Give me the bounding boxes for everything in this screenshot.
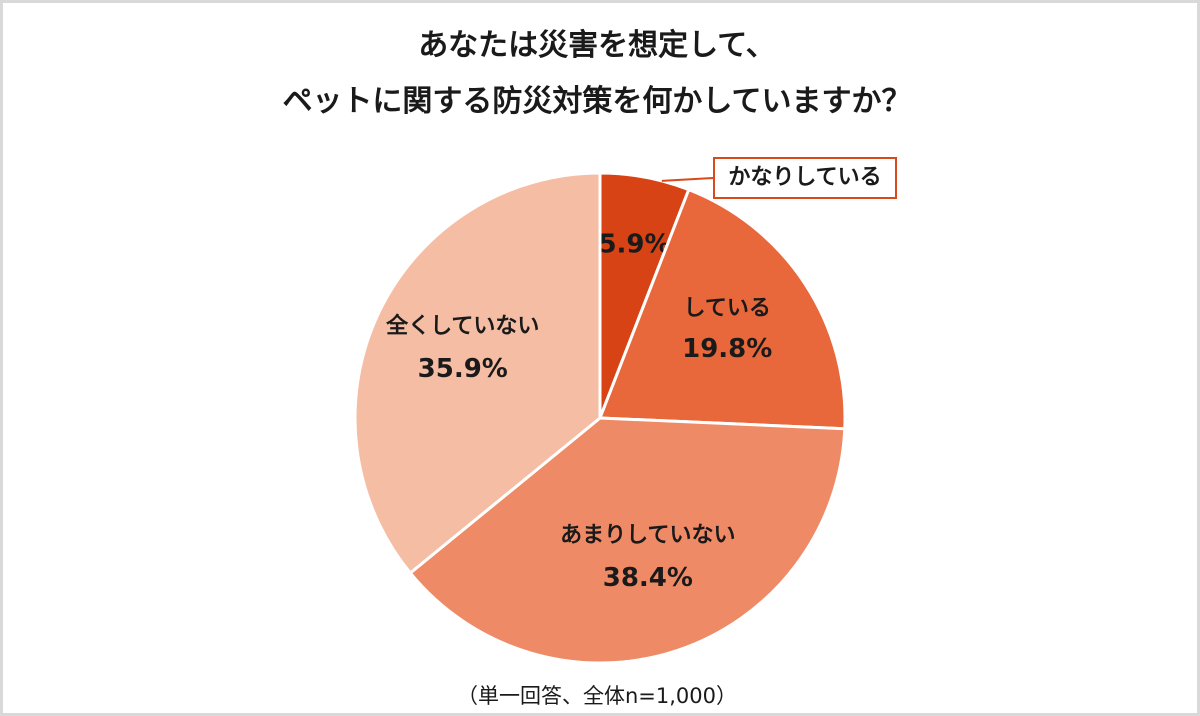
chart-title-line-2: ペットに関する防災対策を何かしていますか？ bbox=[282, 84, 912, 119]
callout-label-box: かなりしている bbox=[713, 157, 897, 199]
pie-category-label-mattaku: 全くしていない bbox=[385, 313, 539, 339]
sample-footnote: （単一回答、全体n=1,000） bbox=[456, 684, 738, 708]
pie-value-label-shiteiru: 19.8% bbox=[682, 334, 772, 364]
callout-leader-line bbox=[661, 177, 714, 182]
pie-category-label-shiteiru: している bbox=[684, 296, 771, 321]
chart-title-line-1: あなたは災害を想定して、 bbox=[418, 28, 776, 63]
chart-title: あなたは災害を想定して、 ペットに関する防災対策を何かしていますか？ bbox=[0, 18, 1194, 130]
pie-category-label-amari: あまりしていない bbox=[560, 523, 735, 548]
pie-value-label-mattaku: 35.9% bbox=[418, 354, 508, 384]
pie-slice-mattaku bbox=[353, 171, 602, 576]
pie-slice-amari bbox=[408, 416, 847, 665]
pie-value-label-amari: 38.4% bbox=[603, 563, 693, 593]
pie-slice-shiteiru bbox=[597, 187, 847, 431]
pie-value-label-kanari: 5.9% bbox=[598, 230, 670, 260]
